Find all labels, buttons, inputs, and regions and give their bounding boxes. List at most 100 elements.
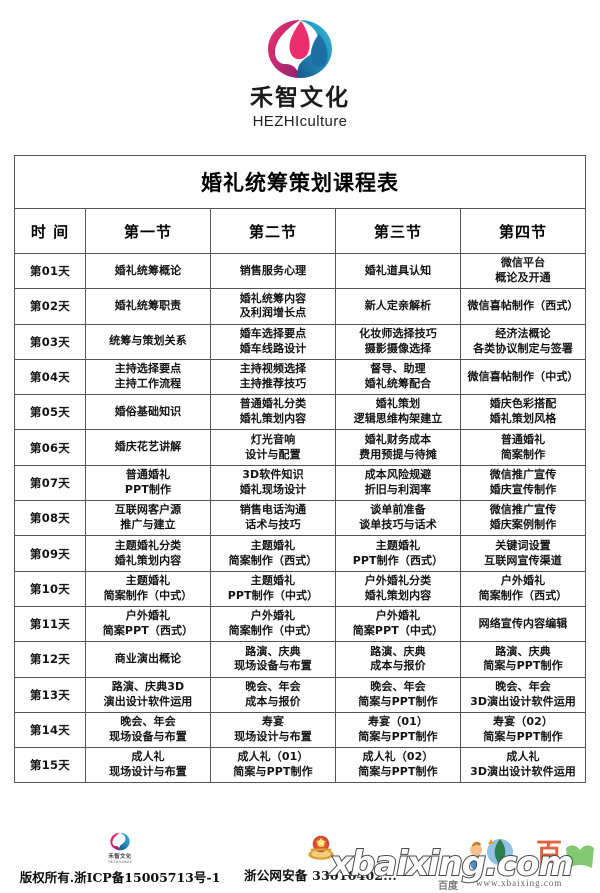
course-cell: 婚礼道具认知 bbox=[335, 252, 461, 290]
beian-text[interactable]: 浙公网安备 33010402... bbox=[244, 865, 397, 884]
course-cell: 成人礼 3D演出设计软件运用 bbox=[459, 747, 587, 784]
course-cell-line: 简案与PPT制作 bbox=[358, 765, 438, 779]
course-cell: 晚会、年会 简案与PPT制作 bbox=[335, 676, 461, 713]
course-cell-line: 成本与报价 bbox=[245, 694, 301, 708]
course-cell-line: 摄影摄像选择 bbox=[364, 341, 432, 355]
course-cell: 晚会、年会 3D演出设计软件运用 bbox=[459, 676, 587, 713]
course-cell: 微信喜帖制作（西式） bbox=[459, 288, 587, 325]
course-cell: 户外婚礼 简案制作（中式） bbox=[210, 605, 336, 643]
course-cell-line: 户外婚礼分类 bbox=[364, 573, 432, 587]
course-cell-line: 户外婚礼 bbox=[375, 609, 421, 623]
table-row: 第01天 婚礼统筹概论 销售服务心理 婚礼道具认知 微信平台 概论及开通 bbox=[14, 252, 587, 290]
course-cell-line: 3D演出设计软件运用 bbox=[470, 694, 576, 708]
course-cell-line: 简案PPT（西式） bbox=[102, 624, 194, 638]
course-cell-line: 关键词设置 bbox=[495, 538, 551, 552]
course-cell-line: 简案与PPT制作 bbox=[358, 730, 438, 743]
course-cell-line: 主题婚礼分类 bbox=[114, 538, 182, 552]
course-cell-line: 普通婚礼分类 bbox=[239, 397, 307, 411]
course-cell-line: 婚车选择要点 bbox=[239, 326, 307, 340]
course-cell-line: 经济法概论 bbox=[495, 326, 551, 340]
course-cell-line: 微信推广宣传 bbox=[489, 503, 557, 517]
course-cell-line: 婚礼财务成本 bbox=[364, 432, 432, 446]
course-cell: 婚礼统筹职责 bbox=[85, 288, 211, 325]
table-row: 第14天 晚会、年会 现场设备与布置 寿宴 现场设计与布置 寿宴（01） 简案与PPT制作寿… bbox=[14, 711, 587, 749]
course-cell-line: 微信喜帖制作（中式） bbox=[467, 369, 579, 383]
table-row: 第09天 主题婚礼分类 婚礼策划内容 主题婚礼 简案制作（西式） 主题婚礼 PPT制作（西式… bbox=[14, 535, 587, 572]
course-cell: 商业演出概论 bbox=[85, 641, 211, 678]
page-footer: 禾智文化 HEZHIculture 版权所有.浙ICP备15005713号-1 … bbox=[0, 828, 600, 893]
course-cell-line: 婚礼策划内容 bbox=[114, 553, 182, 567]
course-cell-line: 婚礼统筹内容 bbox=[239, 291, 307, 305]
footer-logo-name-cn: 禾智文化 bbox=[108, 854, 132, 860]
course-cell: 微信喜帖制作（中式） bbox=[459, 358, 587, 396]
course-cell-line: 路演、庆典 bbox=[370, 644, 426, 658]
course-cell-line: 简案与PPT制作 bbox=[358, 694, 438, 708]
course-cell-line: 晚会、年会 bbox=[495, 679, 551, 693]
course-cell: 路演、庆典 成本与报价 bbox=[335, 641, 461, 678]
day-label-cell: 第13天 bbox=[14, 676, 86, 713]
course-cell-line: 及利润增长点 bbox=[239, 306, 307, 320]
course-cell-line: 费用预提与待摊 bbox=[359, 447, 437, 461]
day-label-cell: 第01天 bbox=[14, 252, 86, 290]
course-cell: 户外婚礼分类 婚礼策划内容 bbox=[335, 570, 461, 607]
course-cell-line: 普通婚礼 bbox=[125, 468, 171, 482]
course-cell-line: 寿宴 bbox=[261, 715, 285, 729]
course-cell-line: 简案与PPT制作 bbox=[233, 765, 313, 779]
course-cell-line: 婚礼策划内容 bbox=[239, 412, 307, 426]
beian-number: 33010402... bbox=[312, 868, 397, 883]
course-cell-line: 3D演出设计软件运用 bbox=[470, 765, 576, 779]
table-row: 第10天 主题婚礼 简案制作（中式） 主题婚礼 PPT制作（中式） 户外婚礼分类 婚礼策划内… bbox=[14, 570, 587, 607]
course-cell-line: 微信平台 bbox=[500, 256, 546, 270]
page-title: 婚礼统筹策划课程表 bbox=[13, 155, 587, 209]
course-cell: 成人礼 现场设计与布置 bbox=[85, 747, 211, 784]
course-cell-line: 微信喜帖制作（西式） bbox=[467, 299, 579, 313]
course-cell: 灯光音响 设计与配置 bbox=[210, 429, 336, 466]
course-cell: 经济法概论 各类协议制定与签署 bbox=[459, 323, 587, 360]
course-cell: 微信推广宣传 婚庆宣传制作 bbox=[459, 464, 587, 502]
course-cell: 成人礼（01） 简案与PPT制作 bbox=[210, 747, 336, 784]
icp-license-text[interactable]: 版权所有.浙ICP备15005713号-1 bbox=[19, 870, 221, 885]
day-label-cell: 第09天 bbox=[14, 535, 86, 572]
course-cell-line: 主题婚礼 bbox=[375, 538, 421, 552]
table-row: 第15天 成人礼 现场设计与布置 成人礼（01） 简案与PPT制作 成人礼（02） 简案与P… bbox=[14, 747, 587, 784]
course-cell-line: 寿宴（02） bbox=[493, 715, 553, 729]
course-cell-line: 简案PPT（中式） bbox=[352, 624, 444, 638]
day-label-cell: 第05天 bbox=[14, 394, 86, 431]
course-cell: 主持选择要点 主持工作流程 bbox=[85, 358, 211, 396]
course-cell-line: 简案制作（中式） bbox=[228, 624, 318, 638]
day-label-cell: 第04天 bbox=[14, 358, 86, 396]
course-cell: 婚礼策划 逻辑思维构架建立 bbox=[335, 394, 461, 431]
course-cell-line: 化妆师选择技巧 bbox=[359, 326, 437, 340]
course-cell: 网络宣传内容编辑 bbox=[459, 605, 587, 643]
course-cell-line: 婚庆花艺讲解 bbox=[114, 440, 182, 454]
course-cell-line: 督导、助理 bbox=[370, 362, 426, 376]
course-cell-line: 互联网宣传渠道 bbox=[484, 553, 562, 567]
course-cell-line: 婚俗基础知识 bbox=[114, 404, 182, 418]
course-cell: 销售电话沟通 话术与技巧 bbox=[210, 500, 336, 537]
course-cell: 晚会、年会 现场设备与布置 bbox=[85, 711, 211, 749]
course-cell-line: 主题婚礼 bbox=[125, 573, 171, 587]
course-cell: 谈单前准备 谈单技巧与话术 bbox=[335, 500, 461, 537]
column-header-period-3: 第三节 bbox=[335, 208, 461, 254]
hezhi-swirl-logo bbox=[268, 20, 332, 78]
course-cell-line: 婚庆色彩搭配 bbox=[489, 397, 557, 411]
course-cell: 婚庆花艺讲解 bbox=[85, 429, 211, 466]
course-cell-line: 晚会、年会 bbox=[370, 679, 426, 693]
course-cell-line: 普通婚礼 bbox=[500, 432, 546, 446]
course-cell: 晚会、年会 成本与报价 bbox=[210, 676, 336, 713]
table-row: 第07天 普通婚礼 PPT制作 3D软件知识 婚礼现场设计 成本风险规避 折旧与利润率 微信推… bbox=[14, 464, 587, 502]
course-cell-line: 简案制作（西式） bbox=[478, 588, 568, 602]
course-cell-line: 简案与PPT制作 bbox=[483, 659, 563, 673]
course-cell-line: 简案制作（西式） bbox=[228, 553, 318, 567]
course-cell: 普通婚礼分类 婚礼策划内容 bbox=[210, 394, 336, 431]
table-row: 第05天 婚俗基础知识 普通婚礼分类 婚礼策划内容 婚礼策划 逻辑思维构架建立 婚庆色彩搭配… bbox=[14, 394, 587, 431]
course-cell: 路演、庆典 现场设备与布置 bbox=[210, 641, 336, 678]
course-cell-line: 婚礼策划风格 bbox=[489, 412, 557, 426]
course-schedule-table-container: 婚礼统筹策划课程表 时 间 第一节 第二节 第三节 第四节 第01天 婚礼统筹概论… bbox=[13, 155, 587, 784]
course-cell-line: 现场设备与布置 bbox=[234, 659, 312, 673]
course-cell: 销售服务心理 bbox=[210, 252, 336, 290]
hezhi-swirl-logo-small-icon bbox=[110, 832, 130, 851]
course-cell: 成本风险规避 折旧与利润率 bbox=[335, 464, 461, 502]
course-cell-line: 婚礼统筹配合 bbox=[364, 377, 432, 391]
course-cell-line: 灯光音响 bbox=[250, 432, 296, 446]
